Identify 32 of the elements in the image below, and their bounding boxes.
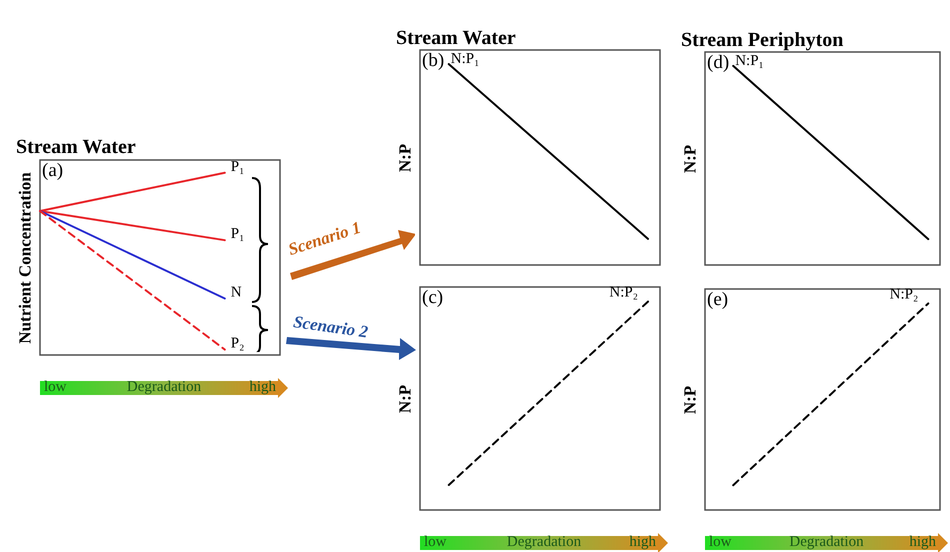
series-label: P₁ xyxy=(230,226,244,242)
series-label: N xyxy=(230,284,242,301)
chart-title: Stream Water xyxy=(16,136,136,158)
text: high xyxy=(249,379,276,396)
y-axis-title: N:P xyxy=(680,386,700,414)
text: low xyxy=(424,534,446,551)
text: Scenario 2 xyxy=(292,312,370,342)
y-axis-title: N:P xyxy=(680,144,700,174)
text: high xyxy=(629,534,656,551)
x-axis-title: Degradation xyxy=(506,534,582,551)
annotation: (c) xyxy=(422,287,444,308)
annotation: (b) xyxy=(422,50,444,71)
text: high xyxy=(909,534,936,551)
text: low xyxy=(709,534,732,551)
series-label: N:P₂ xyxy=(890,286,918,302)
chart-title: Stream Water xyxy=(396,27,516,49)
y-axis-title: Nutrient Concentration xyxy=(16,172,34,344)
x-axis-title: Degradation xyxy=(126,379,202,396)
series-label: N:P₁ xyxy=(450,51,480,68)
text: low xyxy=(44,379,66,396)
chart-title: Stream Periphyton xyxy=(681,29,844,51)
y-axis-title: N:P xyxy=(396,144,414,172)
series-label: P₂ xyxy=(230,336,244,352)
x-axis-title: Degradation xyxy=(789,534,864,551)
annotation: (a) xyxy=(42,160,64,181)
series-label: N:P₂ xyxy=(609,284,638,301)
text: Scenario 1 xyxy=(286,218,364,260)
annotation: (d) xyxy=(707,52,730,73)
y-axis-title: N:P xyxy=(396,384,414,414)
series-label: P₁ xyxy=(230,158,244,175)
series-label: N:P₁ xyxy=(735,52,764,69)
annotation: (e) xyxy=(707,289,728,310)
